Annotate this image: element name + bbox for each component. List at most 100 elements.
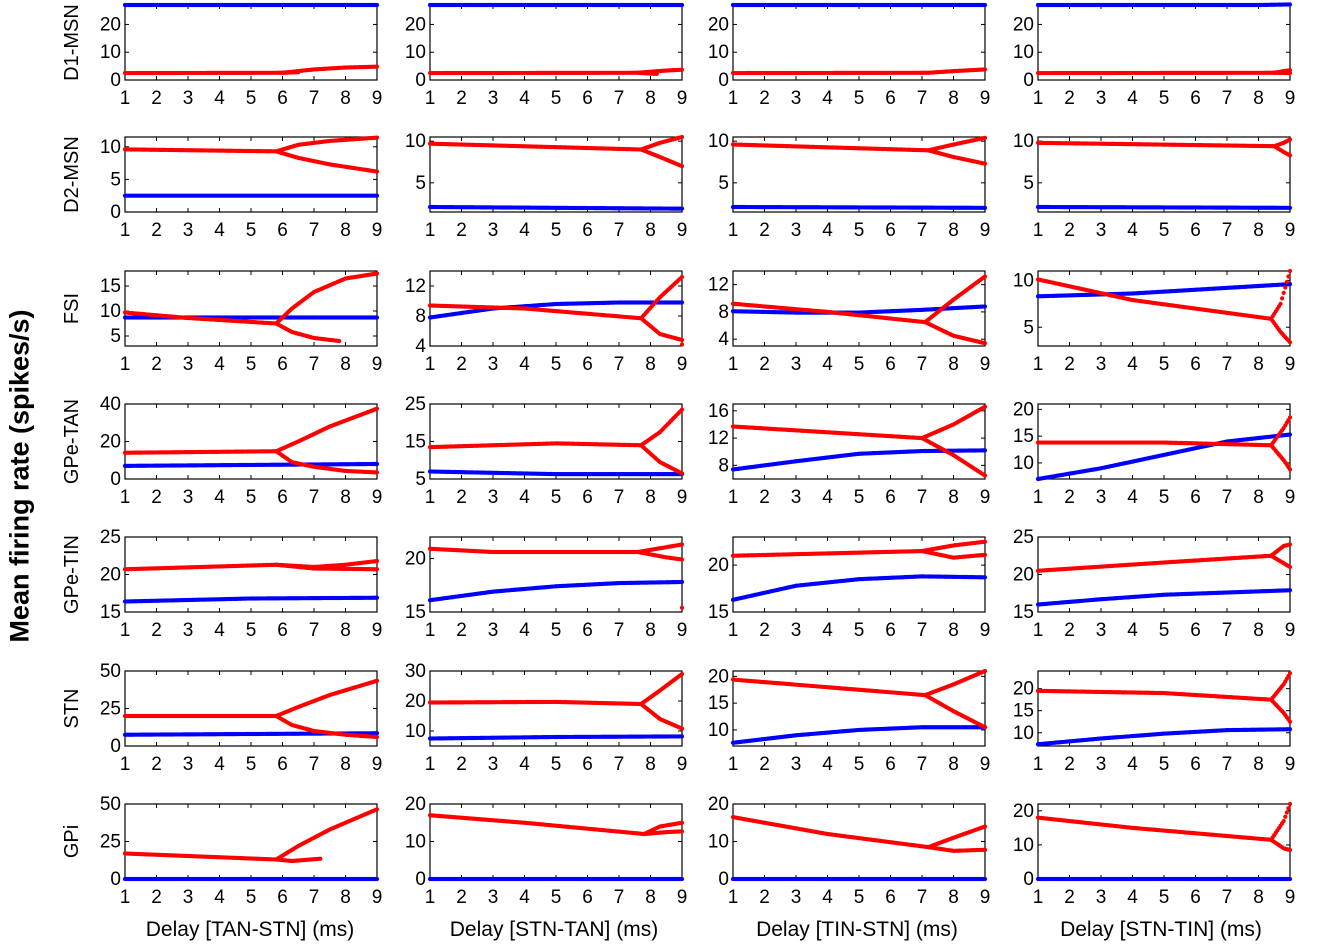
- x-tick-label: 3: [488, 354, 499, 375]
- x-tick-label: 5: [551, 220, 562, 241]
- x-tick-label: 8: [1253, 354, 1264, 375]
- x-tick-label: 9: [1285, 220, 1296, 241]
- x-tick-label: 7: [614, 354, 625, 375]
- panel-data: [1035, 137, 1293, 210]
- x-tick-label: 2: [151, 88, 162, 109]
- x-tick-label: 9: [372, 487, 383, 508]
- y-tick-label: 4: [415, 336, 426, 357]
- red-point: [1287, 153, 1293, 158]
- red-point: [296, 70, 301, 75]
- x-tick-label: 5: [1159, 354, 1170, 375]
- x-tick-label: 4: [1127, 354, 1138, 375]
- x-tick-label: 9: [372, 220, 383, 241]
- x-tick-label: 3: [791, 220, 802, 241]
- y-tick-label: 0: [110, 70, 121, 91]
- x-tick-label: 7: [309, 487, 320, 508]
- x-tick-label: 7: [917, 88, 928, 109]
- x-tick-label: 6: [582, 88, 593, 109]
- x-tick-label: 8: [645, 220, 656, 241]
- red-point: [374, 271, 380, 276]
- red-point: [982, 341, 988, 346]
- row-label-fsi: FSI: [61, 293, 83, 324]
- panel-data: [730, 135, 988, 210]
- red-point: [982, 67, 988, 72]
- x-tick-label: 9: [677, 220, 688, 241]
- x-tick-label: 3: [488, 88, 499, 109]
- x-tick-label: 5: [854, 220, 865, 241]
- x-tick-label: 7: [309, 88, 320, 109]
- red-point: [982, 135, 988, 140]
- x-tick-label: 6: [885, 88, 896, 109]
- blue-point: [374, 193, 380, 198]
- x-tick-label: 2: [1064, 354, 1075, 375]
- panel-data: [122, 2, 380, 76]
- red-point: [1287, 340, 1293, 345]
- x-tick-label: 5: [854, 354, 865, 375]
- row-label-d1-msn: D1-MSN: [61, 4, 83, 81]
- panel-data: [122, 135, 380, 198]
- x-tick-label: 5: [1159, 88, 1170, 109]
- red-point: [679, 274, 685, 280]
- x-tick-label: 1: [1033, 354, 1044, 375]
- x-tick-label: 8: [340, 354, 351, 375]
- row-label-gpe-tan: GPe-TAN: [61, 399, 83, 484]
- x-tick-label: 8: [340, 487, 351, 508]
- x-tick-label: 5: [246, 354, 257, 375]
- x-tick-label: 6: [582, 220, 593, 241]
- axes-frame: [1037, 4, 1291, 81]
- x-tick-label: 8: [340, 220, 351, 241]
- y-tick-label: 20: [1013, 14, 1034, 35]
- blue-point: [374, 461, 380, 467]
- y-tick-label: 4: [718, 329, 729, 350]
- panel-data: [122, 406, 380, 475]
- y-tick-label: 10: [100, 301, 121, 322]
- x-tick-label: 7: [614, 220, 625, 241]
- x-tick-label: 9: [980, 220, 991, 241]
- x-tick-label: 4: [1127, 88, 1138, 109]
- x-tick-label: 4: [822, 88, 833, 109]
- x-tick-label: 2: [456, 220, 467, 241]
- x-tick-label: 5: [246, 88, 257, 109]
- x-tick-label: 3: [183, 88, 194, 109]
- x-tick-label: 5: [551, 354, 562, 375]
- x-tick-label: 6: [1190, 88, 1201, 109]
- red-point: [1287, 137, 1293, 142]
- y-tick-label: 12: [405, 276, 426, 297]
- x-tick-label: 6: [277, 487, 288, 508]
- x-tick-label: 1: [728, 220, 739, 241]
- x-tick-label: 4: [214, 88, 225, 109]
- x-tick-label: 4: [519, 354, 530, 375]
- y-tick-label: 10: [1013, 42, 1034, 63]
- x-tick-label: 1: [1033, 88, 1044, 109]
- x-tick-label: 9: [372, 354, 383, 375]
- axes-frame: [1037, 136, 1291, 213]
- y-tick-label: 8: [415, 306, 426, 327]
- blue-point: [679, 2, 685, 8]
- red-point: [679, 342, 685, 347]
- red-point: [374, 64, 380, 69]
- x-tick-label: 9: [980, 88, 991, 109]
- y-tick-label: 10: [405, 131, 426, 152]
- y-tick-label: 0: [1023, 70, 1034, 91]
- x-tick-label: 3: [1096, 88, 1107, 109]
- y-tick-label: 5: [110, 326, 121, 347]
- x-tick-label: 6: [277, 220, 288, 241]
- row-label-d2-msn: D2-MSN: [61, 136, 83, 213]
- x-tick-label: 8: [1253, 220, 1264, 241]
- y-tick-label: 5: [415, 173, 426, 194]
- red-point: [337, 338, 342, 344]
- x-tick-label: 1: [425, 88, 436, 109]
- y-tick-label: 20: [100, 14, 121, 35]
- x-tick-label: 5: [854, 88, 865, 109]
- x-tick-label: 3: [791, 88, 802, 109]
- x-tick-label: 2: [151, 220, 162, 241]
- x-tick-label: 4: [214, 354, 225, 375]
- red-point: [1283, 285, 1288, 290]
- axes-frame: [429, 4, 683, 81]
- red-point: [679, 164, 685, 169]
- x-tick-label: 8: [948, 354, 959, 375]
- y-tick-label: 10: [100, 42, 121, 63]
